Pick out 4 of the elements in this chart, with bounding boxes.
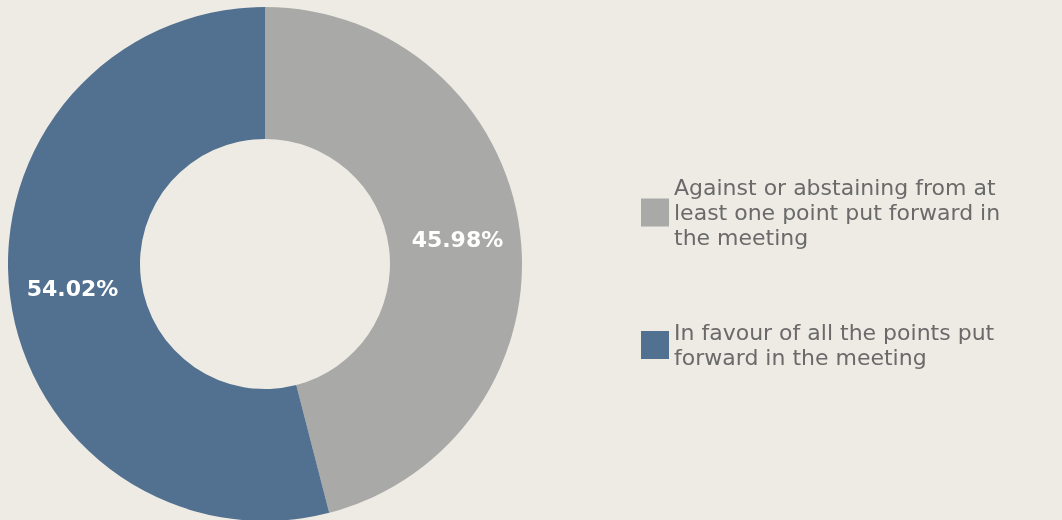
legend-label: In favour of all the points put forward in the meeting	[674, 320, 1002, 370]
data-label: 54.02%	[26, 275, 119, 301]
data-label: 45.98%	[411, 227, 504, 253]
legend-label: Against or abstaining from at least one point put forward in the meeting	[674, 175, 1008, 250]
